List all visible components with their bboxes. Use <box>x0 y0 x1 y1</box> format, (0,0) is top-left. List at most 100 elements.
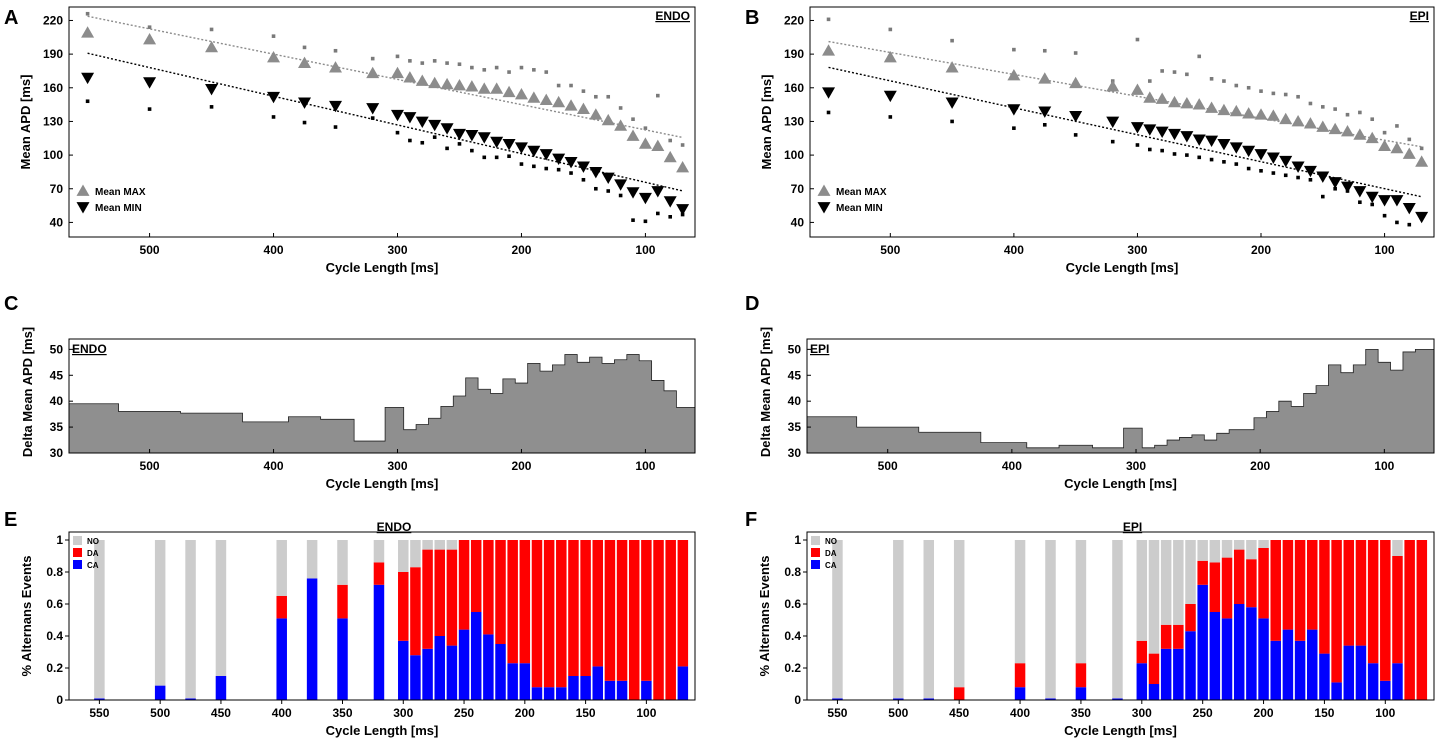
max-scatter-point <box>1197 54 1202 59</box>
bar-segment-ca <box>1367 663 1379 700</box>
mean-min-marker <box>1341 181 1355 194</box>
mean-max-marker <box>428 76 442 89</box>
mean-min-marker <box>576 161 590 173</box>
panel-e-alternans-endo: 550 500 450 400 350 300 250 200 150 100 0 0.2 0.4 0.6… <box>19 520 696 738</box>
bar-segment-da <box>483 540 494 635</box>
x-tick-label: 400 <box>1004 243 1024 257</box>
plot-frame <box>806 338 1435 454</box>
bar-segment-da <box>556 540 567 688</box>
bar-segment-ca <box>1045 698 1056 700</box>
mean-max-marker <box>477 82 491 94</box>
legend-swatch-da <box>811 548 820 557</box>
min-scatter-point <box>457 142 462 146</box>
max-scatter-point <box>1271 91 1276 96</box>
min-scatter-point <box>581 177 586 182</box>
min-scatter-point <box>556 167 561 172</box>
bar-segment-da <box>1221 557 1233 619</box>
x-tick-label: 200 <box>511 243 531 257</box>
x-tick-label: 200 <box>1254 706 1274 720</box>
bar-segment-ca <box>185 698 196 700</box>
min-scatter-point <box>1395 220 1399 225</box>
bar-segment-ca <box>94 698 105 700</box>
bar-segment-ca <box>1221 618 1233 700</box>
bar-segment-ca <box>398 640 409 700</box>
bar-segment-da <box>519 540 531 664</box>
mean-min-marker <box>945 97 959 109</box>
panel-a-apd-endo: 500 400 300 200 100 40 70 100 130 160 190 220 Cycle … <box>18 6 696 275</box>
mean-max-marker <box>1130 83 1144 95</box>
mean-max-marker <box>539 93 553 105</box>
min-scatter-point <box>408 138 412 143</box>
legend-max-label: Mean MAX <box>95 187 146 198</box>
bar-segment-da <box>543 540 555 688</box>
bar-segment-ca <box>580 676 591 700</box>
x-tick-label: 200 <box>515 706 535 720</box>
max-scatter-point <box>618 106 623 110</box>
min-scatter-point <box>1172 152 1177 156</box>
y-tick-label: 0.4 <box>784 629 801 643</box>
x-tick-label: 200 <box>1251 243 1271 257</box>
mean-max-trendline <box>87 15 683 139</box>
legend-min-label: Mean MIN <box>95 203 142 214</box>
y-tick-label: 1 <box>56 533 63 547</box>
x-tick-label: 500 <box>140 243 160 257</box>
min-scatter-point <box>395 130 400 135</box>
max-scatter-point <box>1320 105 1325 109</box>
mean-max-marker <box>490 82 504 94</box>
mean-max-marker <box>1180 96 1194 109</box>
panel-f-alternans-epi: 550 500 450 400 350 300 250 200 150 100 0 0.2 0.4 0.6… <box>757 520 1435 738</box>
legend-max-marker <box>76 184 90 196</box>
y-tick-label: 190 <box>43 47 63 61</box>
bar-segment-no <box>434 540 445 550</box>
bar-segment-da <box>628 540 640 700</box>
bar-segment-da <box>470 540 482 612</box>
y-axis-label: % Alternans Events <box>19 556 34 677</box>
bar-segment-ca <box>1319 653 1330 700</box>
mean-max-marker <box>1168 95 1182 108</box>
min-scatter-point <box>1370 202 1375 207</box>
max-scatter-point <box>888 27 893 32</box>
legend-swatch-da <box>73 548 82 557</box>
mean-min-marker <box>390 109 404 122</box>
max-scatter-point <box>1042 48 1047 53</box>
mean-min-marker <box>1254 149 1268 161</box>
mean-min-marker <box>614 179 628 191</box>
mean-min-marker <box>1155 126 1169 139</box>
min-scatter-point <box>826 110 831 115</box>
x-tick-label: 100 <box>1375 706 1395 720</box>
bar-segment-no <box>1148 540 1160 654</box>
max-scatter-point <box>408 59 412 63</box>
x-tick-label: 250 <box>454 706 474 720</box>
y-tick-label: 190 <box>784 47 804 61</box>
bar-segment-ca <box>1270 640 1281 700</box>
max-scatter-point <box>1234 83 1239 88</box>
mean-min-marker <box>1143 124 1157 136</box>
max-scatter-point <box>494 65 499 70</box>
panel-letter-e: E <box>4 509 17 531</box>
max-scatter-point <box>1345 112 1350 117</box>
bar-segment-no <box>1014 540 1026 664</box>
x-tick-label: 300 <box>387 459 407 473</box>
plot-frame <box>68 6 696 238</box>
y-tick-label: 1 <box>794 533 801 547</box>
bar-segment-no <box>398 540 409 572</box>
bar-segment-ca <box>422 648 433 700</box>
mean-max-marker <box>638 137 652 149</box>
bar-segment-no <box>832 540 843 699</box>
panel-tag: ENDO <box>655 9 690 23</box>
y-axis-label: Delta Mean APD [ms] <box>20 327 35 457</box>
x-tick-label: 450 <box>949 706 969 720</box>
y-tick-label: 35 <box>788 420 802 434</box>
bar-segment-da <box>1294 540 1306 641</box>
y-tick-label: 35 <box>50 420 64 434</box>
x-tick-label: 300 <box>387 243 407 257</box>
max-scatter-point <box>1172 70 1177 74</box>
mean-max-marker <box>1291 114 1305 127</box>
x-tick-label: 200 <box>1250 459 1270 473</box>
x-tick-label: 500 <box>880 243 900 257</box>
min-scatter-point <box>1271 171 1276 175</box>
mean-min-marker <box>298 97 312 109</box>
max-scatter-point <box>1296 94 1300 99</box>
panel-letter-b: B <box>745 7 759 29</box>
mean-max-marker <box>143 33 157 45</box>
